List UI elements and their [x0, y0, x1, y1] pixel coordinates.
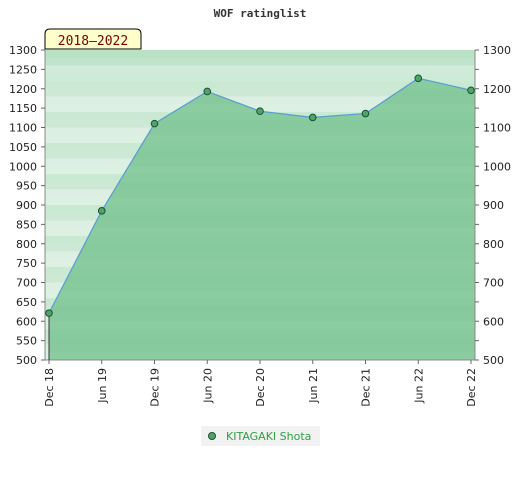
area-stripe: [45, 251, 475, 260]
data-point: [414, 74, 423, 83]
data-point: [97, 207, 106, 215]
legend-label: KITAGAKI Shota: [226, 430, 311, 443]
y-tick-label-right: 1200: [483, 83, 511, 96]
y-tick-label-left: 600: [16, 315, 37, 328]
area-stripe: [45, 119, 475, 128]
y-tick-label-left: 1000: [9, 160, 37, 173]
area-stripe: [45, 282, 475, 291]
x-tick-label: Dec 18: [43, 368, 56, 407]
markers: [45, 74, 475, 317]
x-tick-label: Dec 19: [149, 368, 162, 407]
y-tick-label-right: 600: [483, 315, 504, 328]
area-layer: [45, 57, 475, 360]
legend: KITAGAKI Shota: [201, 426, 320, 446]
y-tick-label-left: 550: [16, 335, 37, 348]
area-stripe: [45, 88, 475, 97]
y-tick-label-left: 1100: [9, 122, 37, 135]
y-tick-label-left: 900: [16, 199, 37, 212]
background-band: [45, 81, 475, 90]
background-band: [45, 88, 475, 97]
area-stripe: [45, 336, 475, 345]
area-stripe: [45, 181, 475, 190]
area-stripe: [45, 243, 475, 252]
y-tick-label-right: 700: [483, 277, 504, 290]
badge-label: 2018–2022: [58, 34, 128, 49]
y-tick-label-right: 1100: [483, 122, 511, 135]
data-point: [203, 87, 212, 96]
area-stripe: [45, 274, 475, 283]
area-stripe: [45, 65, 475, 74]
background-band: [45, 65, 475, 74]
y-tick-label-left: 1050: [9, 141, 37, 154]
data-point: [45, 309, 53, 317]
y-tick-label-right: 900: [483, 199, 504, 212]
y-tick-label-right: 1000: [483, 160, 511, 173]
data-point: [150, 119, 159, 128]
area-stripe: [45, 150, 475, 159]
series-area: [49, 78, 475, 360]
y-tick-label-left: 700: [16, 277, 37, 290]
data-point: [308, 113, 317, 122]
chart-title: WOF ratinglist: [214, 7, 307, 20]
background-band: [45, 96, 475, 105]
x-tick-label: Jun 20: [201, 368, 214, 404]
year-range-badge: 2018–2022: [44, 28, 142, 50]
y-tick-label-right: 500: [483, 354, 504, 367]
legend-marker: [208, 432, 216, 440]
x-tick-label: Dec 20: [254, 368, 267, 407]
data-point: [256, 107, 264, 116]
area-stripe: [45, 189, 475, 198]
y-tick-label-right: 1300: [483, 44, 511, 57]
y-tick-label-left: 950: [16, 180, 37, 193]
area-stripe: [45, 127, 475, 136]
data-point: [467, 86, 475, 95]
y-tick-label-left: 750: [16, 257, 37, 270]
area-stripe: [45, 212, 475, 221]
area-stripe: [45, 96, 475, 105]
axes: 500 550 600 650 700 750 800 850 900 950 1000 1050 11…: [9, 44, 511, 407]
background-band: [45, 57, 475, 66]
x-tick-label: Dec 21: [360, 368, 373, 407]
x-tick-label: Jun 21: [307, 368, 320, 404]
x-tick-label: Jun 22: [412, 368, 425, 404]
y-tick-label-left: 500: [16, 354, 37, 367]
x-tick-label: Dec 22: [465, 368, 478, 407]
x-tick-label: Jun 19: [96, 368, 109, 404]
area-stripe: [45, 305, 475, 314]
y-tick-label-left: 1250: [9, 63, 37, 76]
y-tick-label-left: 650: [16, 296, 37, 309]
y-tick-label-right: 800: [483, 238, 504, 251]
y-tick-label-left: 1200: [9, 83, 37, 96]
y-tick-label-left: 1150: [9, 102, 37, 115]
y-tick-label-left: 850: [16, 218, 37, 231]
area-stripe: [45, 313, 475, 322]
y-tick-label-left: 1300: [9, 44, 37, 57]
background-band: [45, 73, 475, 82]
data-point: [361, 109, 370, 118]
y-tick-label-left: 800: [16, 238, 37, 251]
area-stripe: [45, 158, 475, 167]
area-stripe: [45, 57, 475, 66]
background-band: [45, 50, 475, 59]
area-stripe: [45, 220, 475, 229]
area-stripe: [45, 344, 475, 353]
